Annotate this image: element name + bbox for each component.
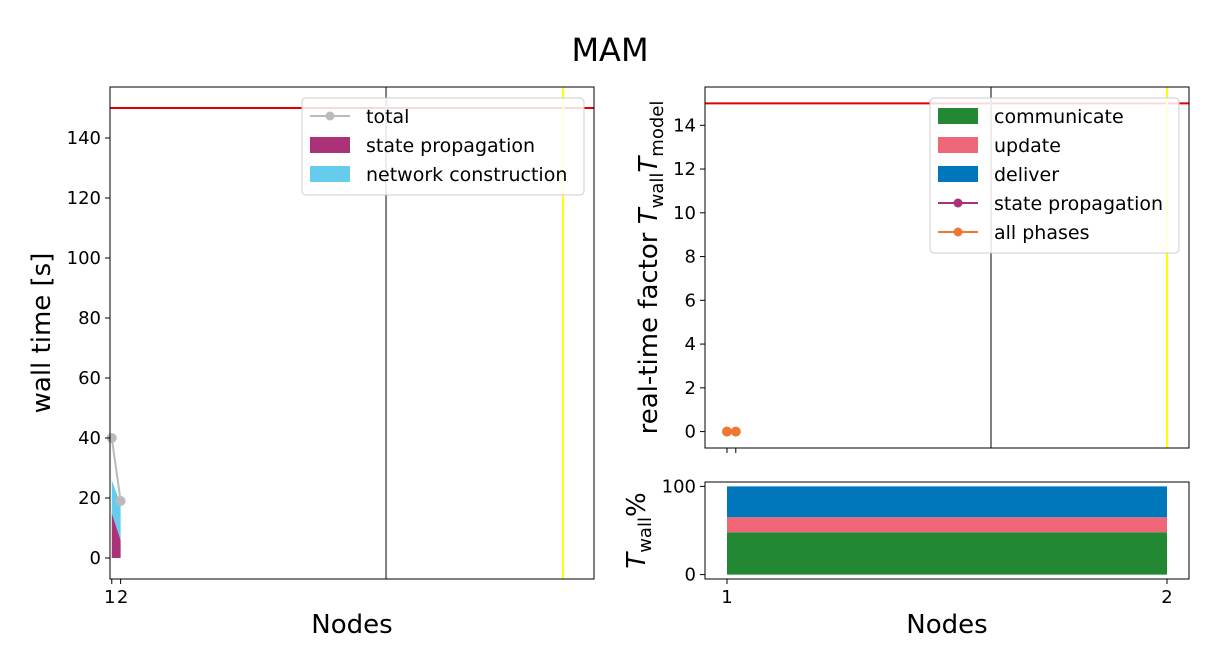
legend-marker [953, 198, 963, 208]
legend-swatch [938, 137, 978, 153]
x-axis-label: Nodes [906, 610, 987, 640]
legend-swatch [938, 108, 978, 124]
legend-label: state propagation [994, 193, 1163, 215]
x-tick-label: 1 [104, 587, 115, 608]
legend-label: state propagation [366, 135, 535, 157]
y-tick-label: 120 [67, 188, 101, 209]
legend-swatch [310, 137, 350, 153]
x-tick-label: 1 [721, 587, 732, 608]
y-tick-label: 140 [67, 128, 101, 149]
legend-box [301, 97, 585, 196]
y-tick-label: 40 [78, 428, 101, 449]
all-phases-point [722, 426, 732, 437]
legend-marker [325, 111, 335, 121]
area-update [727, 517, 1167, 533]
phase-percent-chart: 0 100 1 2 Nodes Twall% [622, 476, 1190, 640]
y-tick-label: 80 [78, 308, 101, 329]
y-tick-label: 8 [685, 247, 696, 268]
legend-label: communicate [994, 106, 1124, 128]
total-point [115, 496, 126, 506]
all-phases-point [730, 426, 741, 437]
y-tick-label: 12 [673, 159, 696, 180]
y-tick-label: 14 [673, 115, 696, 136]
figure-title: MAM [571, 31, 648, 69]
y-tick-label: 60 [78, 368, 101, 389]
y-tick-label: 0 [90, 548, 101, 569]
x-tick-label: 2 [1161, 587, 1172, 608]
x-tick-label: 2 [117, 587, 128, 608]
area-network-construction [111, 480, 121, 540]
legend-label: network construction [366, 164, 567, 186]
area-state-propagation [111, 513, 121, 558]
area-deliver [727, 486, 1167, 518]
y-tick-label: 20 [78, 488, 101, 509]
total-line [110, 437, 122, 502]
y-tick-label: 100 [662, 476, 696, 497]
x-axis-label: Nodes [311, 610, 392, 640]
y-axis-label: wall time [s] [27, 253, 57, 414]
legend-label: total [366, 106, 409, 128]
area-communicate [727, 532, 1167, 575]
y-tick-label: 2 [685, 378, 696, 399]
y-axis-label: real-time factor TwallTmodel [634, 101, 668, 435]
axes-frame [704, 86, 1190, 449]
y-tick-label: 0 [685, 565, 696, 586]
legend-marker [953, 227, 963, 237]
axes-frame [704, 481, 1190, 580]
legend-label: deliver [994, 164, 1059, 186]
y-tick-label: 10 [673, 203, 696, 224]
axes-frame [109, 86, 595, 580]
y-tick-label: 6 [685, 290, 696, 311]
legend-label: update [994, 135, 1061, 157]
y-tick-label: 100 [67, 248, 101, 269]
y-axis-label: Twall% [622, 492, 656, 568]
total-point [106, 433, 117, 443]
legend-swatch [310, 166, 350, 182]
walltime-chart: 0 20 40 60 80 100 120 140 1 2 Nodes wall time [s] to… [27, 86, 595, 640]
legend-box [929, 97, 1180, 254]
y-tick-label: 4 [685, 334, 696, 355]
legend-label: all phases [994, 222, 1089, 244]
y-tick-label: 0 [685, 422, 696, 443]
legend-swatch [938, 166, 978, 182]
